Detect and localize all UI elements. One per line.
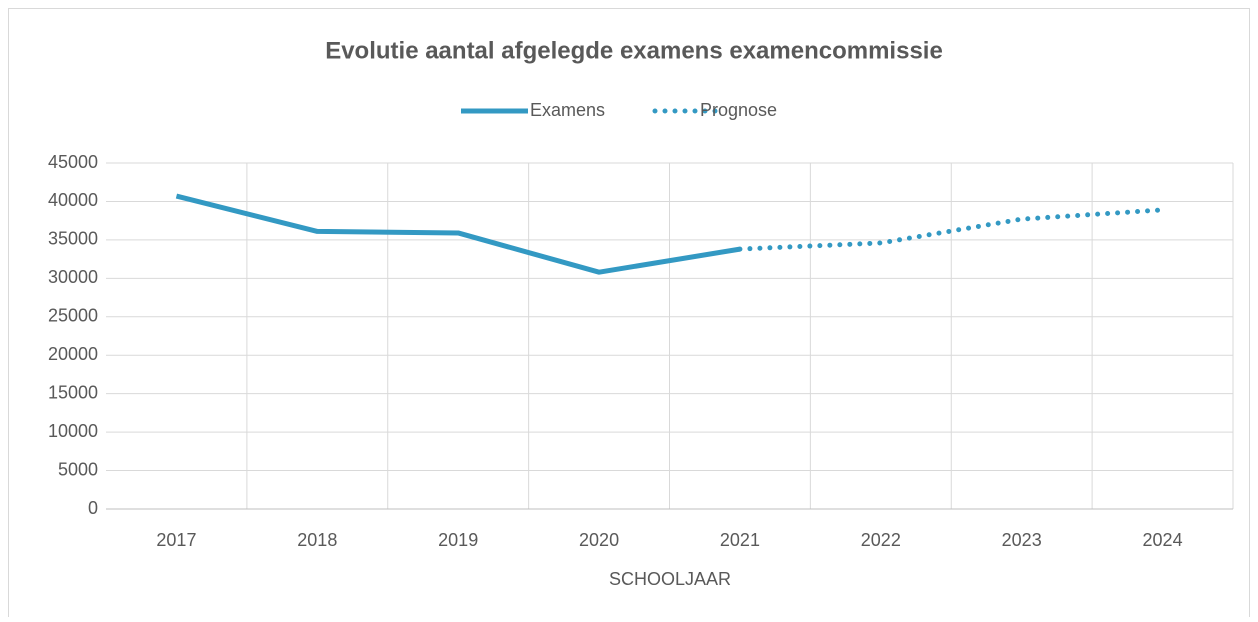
x-tick-label: 2024 — [1143, 530, 1183, 550]
chart-frame — [8, 8, 1250, 622]
y-tick-label: 20000 — [48, 344, 98, 364]
y-tick-label: 45000 — [48, 152, 98, 172]
x-tick-label: 2023 — [1002, 530, 1042, 550]
y-tick-label: 40000 — [48, 190, 98, 210]
y-tick-label: 10000 — [48, 421, 98, 441]
series-line — [175, 193, 741, 275]
x-tick-label: 2018 — [297, 530, 337, 550]
chart-title: Evolutie aantal afgelegde examens examen… — [325, 37, 943, 64]
y-tick-label: 30000 — [48, 267, 98, 287]
y-tick-label: 25000 — [48, 306, 98, 326]
y-tick-label: 5000 — [58, 459, 98, 479]
x-tick-label: 2021 — [720, 530, 760, 550]
y-tick-label: 15000 — [48, 382, 98, 402]
x-tick-label: 2020 — [579, 530, 619, 550]
legend-label: Prognose — [700, 100, 777, 120]
x-axis-label: SCHOOLJAAR — [609, 569, 731, 589]
x-tick-label: 2022 — [861, 530, 901, 550]
y-tick-label: 0 — [88, 498, 98, 518]
series-line — [737, 207, 1166, 252]
y-tick-label: 35000 — [48, 229, 98, 249]
x-tick-label: 2019 — [438, 530, 478, 550]
legend-label: Examens — [530, 100, 605, 120]
x-tick-label: 2017 — [156, 530, 196, 550]
